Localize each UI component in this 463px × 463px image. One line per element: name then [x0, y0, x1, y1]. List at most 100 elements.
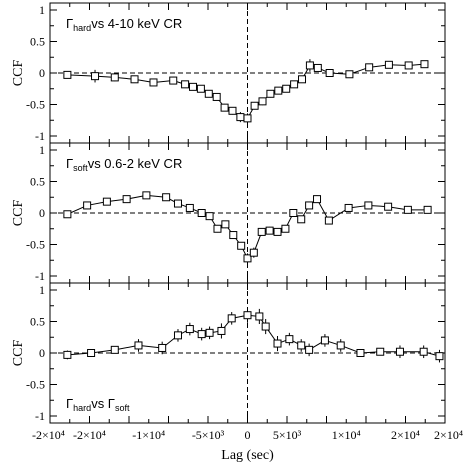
panel-1-label: Γhardvs 4-10 keV CR: [66, 16, 182, 33]
data-point: [91, 72, 100, 81]
data-point: [281, 224, 290, 233]
data-point: [324, 216, 333, 225]
x-tick-label: 5×10³: [273, 428, 302, 442]
data-point: [255, 312, 264, 321]
data-point: [258, 97, 267, 106]
y-tick-label: -1: [35, 129, 45, 143]
data-point: [220, 103, 229, 112]
data-point: [404, 61, 413, 70]
data-point: [173, 331, 182, 340]
data-point: [221, 220, 230, 229]
y-tick-label: -1: [35, 409, 45, 423]
data-point: [181, 80, 190, 89]
data-point: [142, 191, 151, 200]
data-point: [130, 75, 139, 84]
data-point: [289, 209, 298, 217]
data-point: [196, 84, 205, 93]
data-point: [197, 330, 206, 339]
data-point: [336, 341, 345, 350]
data-point: [365, 63, 374, 72]
data-point: [87, 349, 96, 357]
data-point: [249, 248, 258, 257]
data-point: [185, 325, 194, 334]
y-tick-label: -1: [35, 269, 45, 283]
y-tick-label: 1: [39, 143, 45, 157]
data-point: [110, 73, 119, 82]
y-tick-label: 1: [39, 3, 45, 17]
data-point: [162, 193, 171, 202]
data-point: [205, 328, 214, 337]
data-point: [285, 335, 294, 344]
data-point: [344, 203, 353, 212]
data-point: [435, 352, 444, 361]
y-tick-label: 0: [39, 66, 45, 80]
data-point: [265, 226, 274, 235]
data-point: [320, 336, 329, 345]
data-point: [197, 209, 206, 217]
data-point: [205, 212, 214, 221]
data-point: [243, 254, 252, 263]
data-point: [134, 341, 143, 350]
data-point: [282, 84, 291, 93]
data-point: [236, 113, 245, 122]
y-tick-label: 0.5: [30, 315, 45, 329]
data-point: [204, 89, 213, 98]
data-point: [297, 341, 306, 350]
data-point: [313, 63, 322, 72]
y-tick-label: 0: [39, 206, 45, 220]
data-point: [297, 215, 306, 224]
data-point: [325, 69, 334, 77]
data-point: [213, 224, 222, 233]
data-point: [217, 326, 226, 335]
data-point: [83, 201, 92, 210]
data-point: [305, 345, 314, 354]
data-point: [237, 241, 246, 250]
data-point: [403, 205, 412, 214]
data-point: [169, 76, 178, 85]
y-axis-title: CCF: [11, 60, 26, 87]
y-tick-label: -0.5: [26, 238, 45, 252]
data-point: [158, 343, 167, 352]
data-point: [384, 202, 393, 211]
panel-3-label: Γhardvs Γsoft: [66, 396, 130, 413]
data-point: [149, 78, 158, 87]
data-point: [395, 347, 404, 356]
y-tick-label: 1: [39, 283, 45, 297]
data-point: [305, 61, 314, 70]
data-point: [228, 106, 237, 115]
data-point: [110, 345, 119, 354]
y-tick-label: 0.5: [30, 35, 45, 49]
data-point: [273, 227, 282, 236]
data-point: [305, 201, 314, 210]
y-tick-label: 0: [39, 346, 45, 360]
data-point: [63, 350, 72, 359]
data-point: [243, 311, 252, 320]
data-point: [290, 80, 299, 89]
data-point: [122, 195, 131, 204]
x-tick-label: 1×10⁴: [332, 428, 361, 442]
data-point: [313, 195, 322, 204]
data-point: [212, 92, 221, 101]
data-point: [173, 199, 182, 208]
data-point: [185, 203, 194, 212]
y-tick-label: -0.5: [26, 378, 45, 392]
x-tick-label: -2×10⁴: [32, 428, 65, 442]
data-point: [298, 75, 307, 84]
data-point: [250, 101, 259, 110]
series-line: [67, 63, 425, 119]
x-tick-label: -5×10³: [192, 428, 225, 442]
y-tick-label: 0.5: [30, 175, 45, 189]
data-point: [273, 339, 282, 348]
data-point: [384, 60, 393, 69]
data-point: [420, 60, 429, 69]
data-point: [229, 231, 238, 240]
x-tick-label: 2×10⁴: [391, 428, 420, 442]
data-point: [274, 86, 283, 95]
y-tick-label: -0.5: [26, 98, 45, 112]
x-tick-label: 0: [245, 428, 251, 442]
data-point: [102, 197, 111, 206]
data-point: [257, 227, 266, 236]
x-axis-title: Lag (sec): [221, 448, 274, 463]
data-point: [356, 349, 365, 357]
